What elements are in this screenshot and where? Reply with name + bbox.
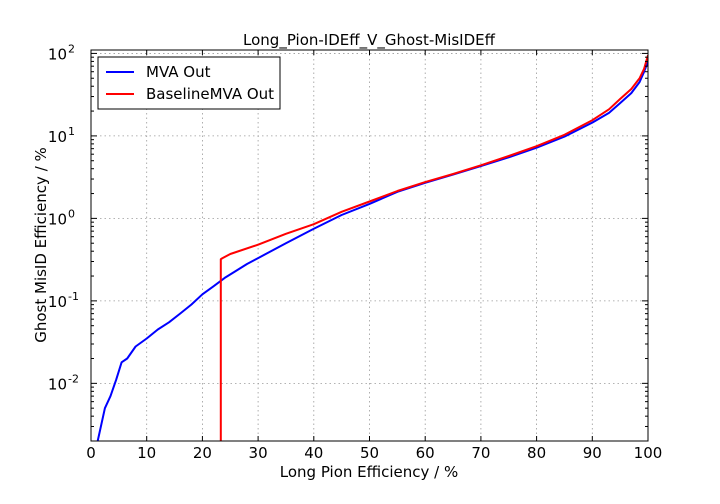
legend-label-baseline: BaselineMVA Out <box>146 85 274 103</box>
x-tick-label: 100 <box>634 444 663 462</box>
series-line-mva-out <box>96 61 648 441</box>
y-tick-label: 10 -1 <box>48 290 79 311</box>
y-tick-label: 10 1 <box>48 125 75 146</box>
x-tick-label: 50 <box>360 444 379 462</box>
x-tick-label: 70 <box>471 444 490 462</box>
x-tick-label: 40 <box>304 444 323 462</box>
legend: MVA Out BaselineMVA Out <box>97 56 281 110</box>
legend-label-mva: MVA Out <box>146 63 211 81</box>
series-lines <box>96 55 648 441</box>
y-tick-label-exponent: 1 <box>68 125 75 138</box>
y-tick-label-exponent: -2 <box>68 372 79 385</box>
x-tick-label: 0 <box>86 444 96 462</box>
y-tick-label-base: 10 <box>48 128 67 146</box>
y-tick-label: 10 -2 <box>48 372 79 393</box>
series-line-baselinemva-out <box>219 55 648 441</box>
y-tick-label: 10 0 <box>48 207 75 228</box>
x-tick-label: 30 <box>249 444 268 462</box>
y-tick-label-base: 10 <box>48 210 67 228</box>
y-tick-label-exponent: -1 <box>68 290 79 303</box>
x-tick-label: 90 <box>583 444 602 462</box>
legend-box <box>97 56 281 110</box>
y-tick-label-base: 10 <box>48 375 67 393</box>
x-axis-label: Long Pion Efficiency / % <box>280 463 459 481</box>
y-tick-label-exponent: 0 <box>68 207 75 220</box>
chart-title: Long_Pion-IDEff_V_Ghost-MisIDEff <box>243 31 496 50</box>
y-tick-label-exponent: 2 <box>68 42 75 55</box>
x-tick-label: 80 <box>527 444 546 462</box>
x-tick-label: 20 <box>193 444 212 462</box>
x-tick-label: 10 <box>137 444 156 462</box>
y-tick-label-base: 10 <box>48 45 67 63</box>
y-tick-label: 10 2 <box>48 42 75 63</box>
y-tick-label-base: 10 <box>48 293 67 311</box>
grid-lines <box>91 50 648 441</box>
y-axis-label: Ghost MisID Efficiency / % <box>32 147 50 343</box>
x-tick-label: 60 <box>416 444 435 462</box>
